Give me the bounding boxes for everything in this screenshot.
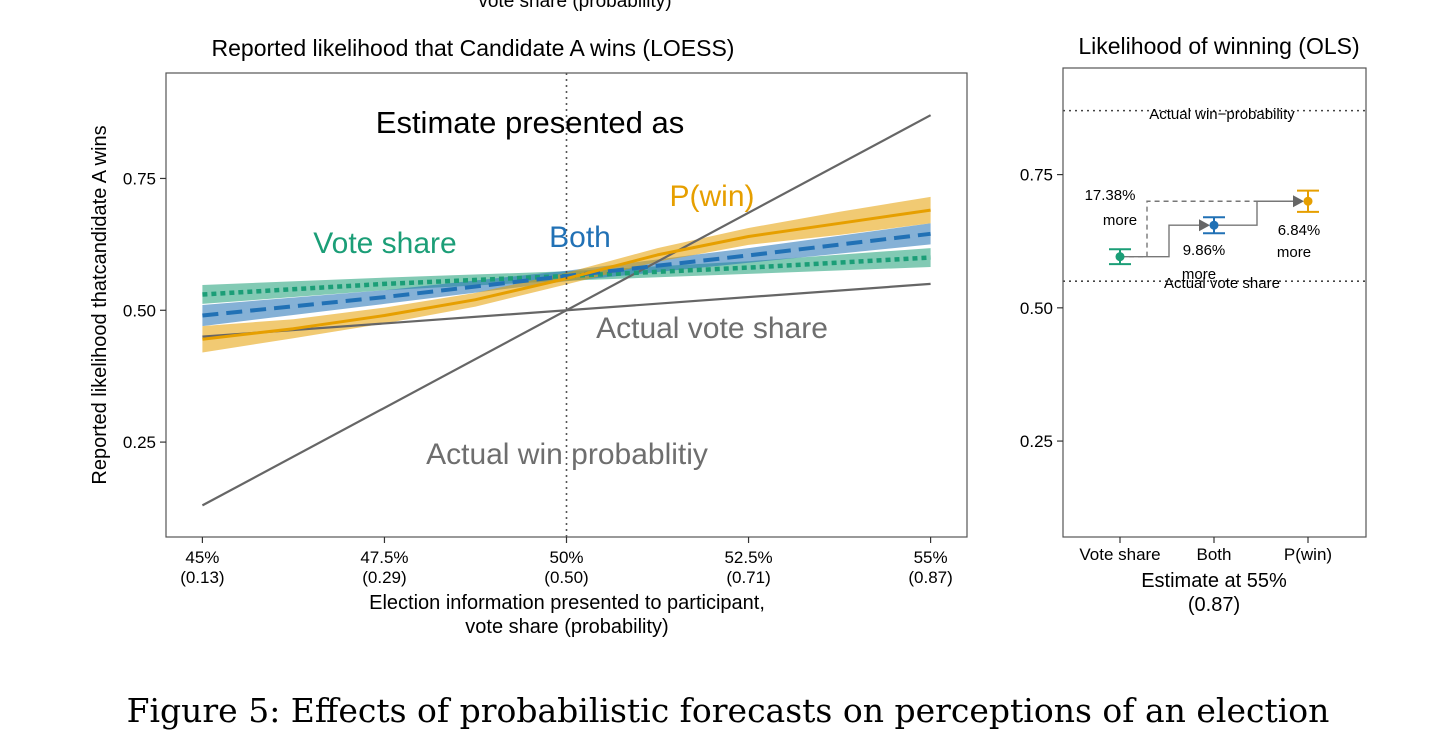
point-vote-share xyxy=(1115,252,1125,262)
label-actual-win-probability: Actual win probablitiy xyxy=(426,438,708,471)
left-x-tick-sublabel: (0.13) xyxy=(180,568,224,587)
figure-caption: Figure 5: Effects of probabilistic forec… xyxy=(127,691,1330,730)
left-x-axis-title-line2: vote share (probability) xyxy=(465,616,668,638)
right-x-tick-label: Both xyxy=(1197,545,1232,564)
label-actual-vote-share: Actual vote share xyxy=(596,312,828,345)
right-y-tick-label: 0.25 xyxy=(1020,432,1053,451)
label-both: Both xyxy=(549,221,611,254)
right-y-tick-label: 0.50 xyxy=(1020,299,1053,318)
diff-label-2-more: more xyxy=(1182,266,1216,283)
right-reference-lines xyxy=(1063,109,1366,282)
point-both xyxy=(1209,220,1219,230)
ref-label-win-probability: Actual win−probability xyxy=(1149,106,1295,123)
left-y-tick-label: 0.25 xyxy=(123,433,156,452)
right-estimates xyxy=(1109,189,1319,266)
line-actual-win-probability xyxy=(201,114,932,507)
left-y-axis: 0.25 0.50 0.75 xyxy=(123,169,166,452)
left-x-axis: 45%(0.13) 47.5%(0.29) 50%(0.50) 52.5%(0.71)… xyxy=(180,537,953,587)
arrowhead-both xyxy=(1199,219,1210,232)
left-x-tick-sublabel: (0.50) xyxy=(544,568,588,587)
left-y-tick-label: 0.75 xyxy=(123,169,156,188)
left-x-tick-sublabel: (0.87) xyxy=(908,568,952,587)
diff-label-3-pct: 6.84% xyxy=(1278,222,1321,239)
right-difference-connectors xyxy=(1120,195,1304,258)
left-x-tick-sublabel: (0.71) xyxy=(726,568,770,587)
left-y-axis-title: Reported likelihood thatcandidate A wins xyxy=(89,125,111,484)
ols-panel: Likelihood of winning (OLS) 0.25 0.50 0.75… xyxy=(1020,33,1367,616)
diff-label-2-pct: 9.86% xyxy=(1183,242,1226,259)
left-x-tick-sublabel: (0.29) xyxy=(362,568,406,587)
left-x-tick-label: 50% xyxy=(549,548,583,567)
left-x-tick-label: 52.5% xyxy=(724,548,772,567)
diff-label-1-more: more xyxy=(1103,212,1137,229)
right-panel-title: Likelihood of winning (OLS) xyxy=(1078,33,1359,59)
line-both xyxy=(202,231,931,318)
left-x-tick-label: 47.5% xyxy=(360,548,408,567)
connector-both-to-p-win xyxy=(1214,200,1294,226)
right-y-axis: 0.25 0.50 0.75 xyxy=(1020,166,1063,451)
loess-panel: Reported likelihood that Candidate A win… xyxy=(89,35,968,638)
connector-vote-share-to-both xyxy=(1120,224,1200,258)
top-clip-text: vote share (probability) xyxy=(478,0,671,12)
label-vote-share: Vote share xyxy=(313,227,456,260)
left-y-tick-label: 0.50 xyxy=(123,301,156,320)
diff-label-1-pct: 17.38% xyxy=(1085,187,1136,204)
ref-label-vote-share: Actual vote share xyxy=(1164,275,1280,292)
left-panel-title: Reported likelihood that Candidate A win… xyxy=(212,35,735,61)
left-x-tick-label: 45% xyxy=(185,548,219,567)
right-x-axis: Vote share Both P(win) xyxy=(1079,537,1332,564)
right-x-axis-title: Estimate at 55% xyxy=(1141,570,1287,592)
left-x-axis-title: Election information presented to partic… xyxy=(369,592,765,614)
right-y-tick-label: 0.75 xyxy=(1020,166,1053,185)
diff-label-3-more: more xyxy=(1277,244,1311,261)
right-x-axis-title-line2: (0.87) xyxy=(1188,594,1240,616)
right-x-tick-label: P(win) xyxy=(1284,545,1332,564)
left-x-tick-label: 55% xyxy=(914,548,948,567)
right-x-tick-label: Vote share xyxy=(1079,545,1160,564)
arrowhead-p-win xyxy=(1293,195,1304,208)
legend-title: Estimate presented as xyxy=(376,105,684,140)
label-p-win: P(win) xyxy=(669,180,754,213)
point-p-win xyxy=(1303,196,1313,206)
